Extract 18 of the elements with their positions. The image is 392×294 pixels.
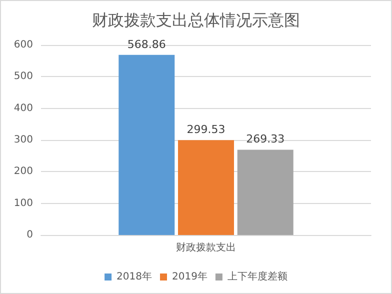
legend-label: 2018年 — [116, 270, 152, 282]
bar — [118, 54, 175, 235]
y-tick-label: 100 — [14, 198, 33, 209]
legend-label: 上下年度差额 — [227, 270, 288, 282]
legend-label: 2019年 — [172, 270, 208, 282]
data-label: 299.53 — [186, 123, 226, 136]
bar — [237, 150, 294, 235]
y-tick-label: 0 — [26, 230, 33, 240]
y-tick-label: 200 — [14, 166, 33, 178]
data-label: 269.33 — [246, 132, 285, 146]
chart-title: 财政拨款支出总体情况示意图 — [92, 10, 300, 30]
y-tick-label: 600 — [14, 40, 33, 50]
y-tick-label: 400 — [14, 102, 33, 114]
bar — [178, 140, 234, 235]
data-label: 568.86 — [127, 38, 166, 51]
y-tick-label: 300 — [14, 134, 33, 146]
x-tick-label: 财政拨款支出 — [176, 242, 236, 254]
y-tick-label: 500 — [14, 71, 33, 82]
